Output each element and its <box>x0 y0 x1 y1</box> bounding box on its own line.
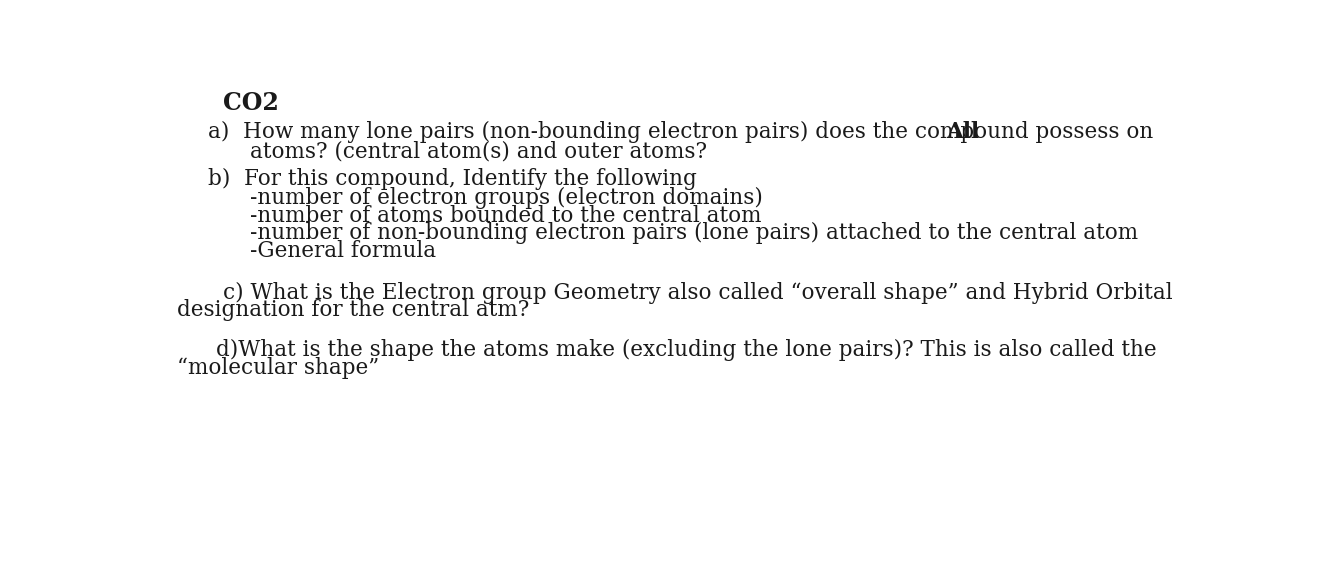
Text: -number of atoms bounded to the central atom: -number of atoms bounded to the central … <box>250 205 761 226</box>
Text: designation for the central atm?: designation for the central atm? <box>177 299 529 321</box>
Text: CO2: CO2 <box>223 90 279 115</box>
Text: “molecular shape”: “molecular shape” <box>177 357 379 379</box>
Text: a)  How many lone pairs (non-bounding electron pairs) does the compound possess : a) How many lone pairs (non-bounding ele… <box>208 121 1159 143</box>
Text: -number of electron groups (electron domains): -number of electron groups (electron dom… <box>250 187 763 209</box>
Text: -number of non-bounding electron pairs (lone pairs) attached to the central atom: -number of non-bounding electron pairs (… <box>250 222 1138 244</box>
Text: All: All <box>945 121 978 143</box>
Text: c) What is the Electron group Geometry also called “overall shape” and Hybrid Or: c) What is the Electron group Geometry a… <box>223 282 1173 303</box>
Text: b)  For this compound, Identify the following: b) For this compound, Identify the follo… <box>208 167 697 189</box>
Text: d)What is the shape the atoms make (excluding the lone pairs)? This is also call: d)What is the shape the atoms make (excl… <box>215 339 1157 361</box>
Text: atoms? (central atom(s) and outer atoms?: atoms? (central atom(s) and outer atoms? <box>250 140 707 162</box>
Text: -General formula: -General formula <box>250 240 436 262</box>
